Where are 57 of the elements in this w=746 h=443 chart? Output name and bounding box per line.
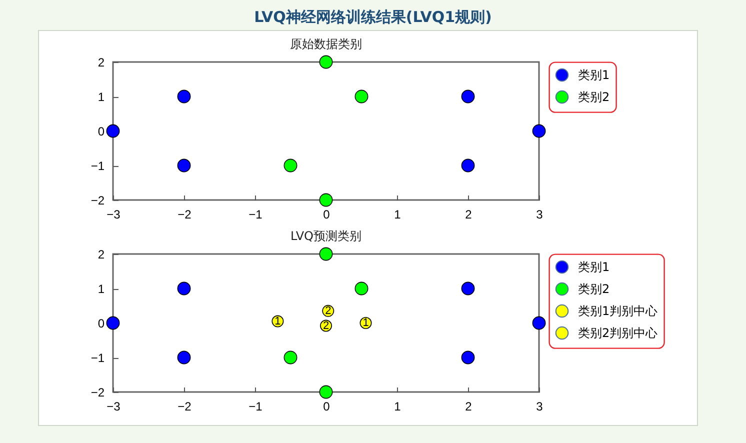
annotation: 2 — [325, 304, 332, 317]
point — [532, 316, 546, 330]
legend-label: 类别1判别中心 — [578, 304, 658, 318]
annotation: 1 — [362, 317, 369, 329]
legend-label: 类别2 — [578, 282, 610, 296]
point — [177, 158, 191, 172]
x-tick-label: −3 — [106, 208, 121, 222]
x-tick-label: 1 — [394, 208, 402, 222]
x-tick-label: 2 — [465, 400, 472, 414]
point — [177, 282, 191, 296]
y-tick-label: 1 — [98, 90, 105, 104]
x-tick-label: −3 — [106, 400, 121, 414]
legend-label: 类别2 — [578, 90, 610, 104]
point — [177, 350, 191, 364]
point — [284, 158, 298, 172]
x-tick-label: −2 — [178, 208, 192, 222]
x-tick-label: 2 — [465, 208, 472, 222]
chart-title: LVQ预测类别 — [290, 229, 362, 244]
y-tick-label: 1 — [98, 282, 105, 296]
y-tick-label: −1 — [90, 351, 105, 365]
point — [106, 124, 120, 138]
chart-title: LVQ神经网络训练结果(LVQ1规则) — [253, 8, 493, 27]
y-tick-label: −1 — [90, 159, 105, 173]
point — [284, 350, 298, 364]
point — [177, 90, 191, 104]
point — [532, 124, 546, 138]
y-tick-label: −2 — [90, 194, 105, 208]
y-tick-label: 0 — [98, 316, 105, 330]
y-tick-label: 2 — [98, 248, 105, 262]
chart-subtitle: 原始数据类别 — [290, 37, 362, 52]
point — [354, 90, 368, 104]
y-tick-label: 2 — [98, 56, 105, 70]
legend-label: 类别1 — [578, 260, 610, 274]
point — [106, 316, 120, 330]
point — [461, 350, 475, 364]
x-tick-label: 1 — [394, 400, 402, 414]
point — [354, 282, 368, 296]
x-tick-label: 3 — [536, 208, 544, 222]
x-tick-label: 3 — [536, 400, 544, 414]
annotation: 1 — [274, 315, 281, 328]
point — [461, 158, 475, 172]
x-tick-label: −1 — [248, 208, 263, 222]
y-tick-label: 0 — [98, 124, 105, 138]
x-tick-label: −2 — [178, 400, 192, 414]
x-tick-label: 0 — [323, 208, 330, 222]
x-tick-label: 0 — [323, 400, 330, 414]
point — [319, 193, 333, 207]
point — [319, 247, 333, 261]
legend-label: 类别2判别中心 — [578, 326, 658, 340]
point — [319, 55, 333, 69]
y-tick-label: −2 — [90, 386, 105, 400]
point — [461, 90, 475, 104]
x-tick-label: −1 — [248, 400, 263, 414]
annotation: 2 — [322, 320, 330, 332]
point — [461, 282, 475, 296]
point — [319, 385, 333, 399]
legend-label: 类别1 — [578, 68, 610, 82]
